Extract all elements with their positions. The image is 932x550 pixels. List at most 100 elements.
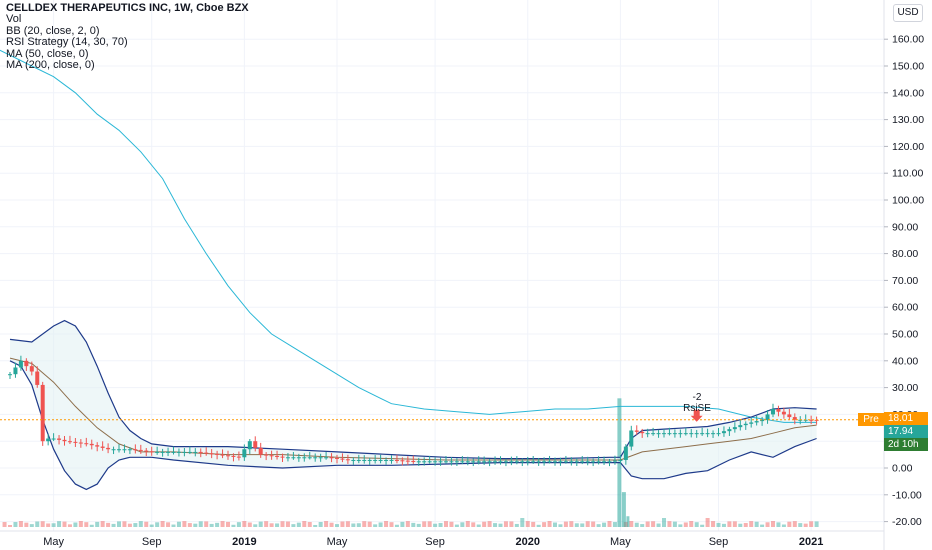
candle-body bbox=[531, 461, 536, 463]
volume-bar bbox=[700, 524, 705, 527]
volume-bar bbox=[62, 521, 67, 527]
candle-body bbox=[351, 459, 356, 461]
candle-body bbox=[384, 459, 389, 461]
volume-bar bbox=[514, 523, 519, 527]
candle-body bbox=[629, 430, 634, 447]
volume-bar bbox=[487, 521, 492, 527]
candle-body bbox=[133, 449, 138, 451]
volume-bar bbox=[231, 524, 236, 527]
candle-body bbox=[792, 417, 797, 420]
candle-body bbox=[160, 451, 165, 453]
candle-body bbox=[738, 425, 743, 428]
volume-bar bbox=[84, 522, 89, 527]
volume-bar bbox=[525, 521, 530, 527]
pre-market-label: Pre bbox=[858, 413, 884, 426]
candle-body bbox=[438, 461, 443, 463]
volume-bar bbox=[24, 522, 29, 527]
volume-bar bbox=[798, 523, 803, 527]
candle-body bbox=[269, 455, 274, 457]
volume-bar bbox=[438, 523, 443, 527]
x-tick-label: 2020 bbox=[516, 536, 540, 548]
volume-bar bbox=[749, 521, 754, 527]
candle-body bbox=[138, 449, 143, 451]
legend-rsi-strategy[interactable]: RSI Strategy (14, 30, 70) bbox=[6, 36, 128, 49]
legend-ma200[interactable]: MA (200, close, 0) bbox=[6, 59, 95, 72]
candle-body bbox=[732, 427, 737, 430]
candle-body bbox=[231, 455, 236, 457]
volume-bar bbox=[651, 521, 656, 527]
volume-bar bbox=[727, 521, 732, 527]
volume-bar bbox=[743, 523, 748, 527]
candle-body bbox=[749, 422, 754, 424]
x-tick-label: Sep bbox=[142, 536, 162, 548]
legend-bollinger[interactable]: BB (20, close, 2, 0) bbox=[6, 24, 100, 37]
candle-body bbox=[760, 419, 765, 422]
candle-body bbox=[689, 433, 694, 435]
volume-bar bbox=[155, 522, 160, 527]
volume-bar bbox=[29, 524, 34, 527]
volume-bar bbox=[89, 524, 94, 527]
volume-bar bbox=[296, 522, 301, 527]
volume-bar bbox=[335, 524, 339, 527]
y-tick-label: 160.00 bbox=[892, 34, 924, 46]
x-tick-label: May bbox=[327, 536, 348, 548]
candle-body bbox=[285, 457, 290, 459]
volume-bar bbox=[182, 521, 187, 527]
candle-body bbox=[318, 457, 323, 459]
candle-body bbox=[373, 459, 378, 461]
candle-body bbox=[520, 461, 525, 463]
candle-body bbox=[416, 461, 421, 463]
volume-bar bbox=[345, 521, 350, 527]
legend-ma50[interactable]: MA (50, close, 0) bbox=[6, 47, 89, 60]
candle-body bbox=[291, 457, 296, 459]
volume-bar bbox=[536, 524, 541, 527]
candle-body bbox=[204, 452, 209, 454]
candle-body bbox=[117, 449, 121, 451]
candle-body bbox=[787, 414, 792, 418]
currency-button[interactable]: USD bbox=[893, 4, 923, 22]
candle-body bbox=[24, 360, 29, 367]
volume-bar bbox=[400, 521, 405, 527]
volume-bar bbox=[787, 521, 792, 527]
volume-bar bbox=[449, 521, 454, 527]
volume-bar bbox=[520, 518, 525, 527]
candle-body bbox=[106, 447, 111, 450]
volume-bar bbox=[645, 521, 650, 527]
candle-body bbox=[236, 456, 241, 458]
price-axis: 160.00 150.00 140.00 130.00 120.00 110.00 100.… bbox=[884, 34, 924, 528]
volume-bar bbox=[422, 521, 427, 527]
last-price-tag: 17.94 bbox=[884, 425, 928, 438]
volume-bar bbox=[498, 523, 503, 527]
y-tick-label: 30.00 bbox=[892, 382, 918, 394]
y-tick-label: 110.00 bbox=[892, 168, 923, 180]
candle-body bbox=[46, 438, 51, 442]
volume-bar bbox=[694, 522, 699, 527]
candle-body bbox=[771, 409, 775, 415]
candle-body bbox=[662, 433, 666, 435]
y-tick-label: 80.00 bbox=[892, 248, 918, 260]
volume-bar bbox=[814, 521, 819, 527]
volume-spike-bar bbox=[626, 516, 630, 527]
volume-bar bbox=[367, 521, 372, 527]
volume-bar bbox=[585, 521, 590, 527]
volume-bar bbox=[558, 524, 563, 527]
volume-bar bbox=[563, 521, 568, 527]
candle-body bbox=[411, 460, 416, 462]
volume-bar bbox=[503, 521, 508, 527]
volume-bar bbox=[329, 522, 334, 527]
volume-bar bbox=[569, 521, 574, 527]
candle-body bbox=[623, 446, 628, 460]
volume-bar bbox=[776, 522, 781, 527]
volume-bar bbox=[427, 521, 432, 527]
volume-bar bbox=[106, 522, 111, 527]
candle-body bbox=[547, 461, 552, 463]
volume-bar bbox=[738, 523, 743, 527]
candle-body bbox=[356, 459, 361, 461]
candle-body bbox=[89, 443, 94, 446]
candle-body bbox=[433, 461, 438, 463]
volume-bar bbox=[667, 521, 672, 527]
volume-bar bbox=[226, 521, 230, 527]
legend-volume[interactable]: Vol bbox=[6, 13, 22, 26]
volume-bar bbox=[13, 522, 18, 527]
